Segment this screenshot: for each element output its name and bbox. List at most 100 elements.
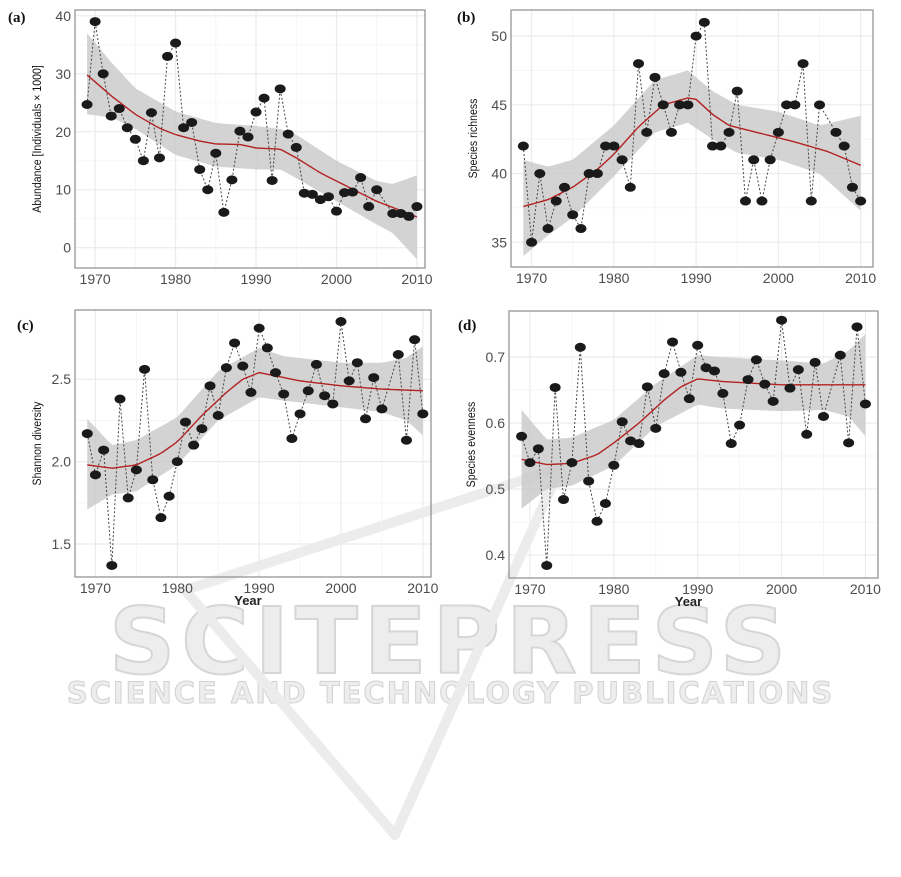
data-point [834,350,846,360]
x-tick-label: 1970 [514,581,545,597]
data-point [306,189,318,199]
smooth-trend-line [523,97,861,208]
data-point [162,51,174,61]
data-point [759,379,771,389]
data-point [838,141,850,151]
data-point [302,386,314,396]
x-tick-label: 1980 [160,271,191,287]
data-point [294,409,306,419]
data-point [327,399,339,409]
data-point [641,127,653,137]
data-point [145,108,157,118]
data-point [698,17,710,27]
x-tick-label: 1990 [240,271,271,287]
data-point [608,141,620,151]
data-point [234,126,246,136]
data-point [258,93,270,103]
data-point [739,196,751,206]
data-point [363,202,375,212]
data-point [210,148,222,158]
data-point [624,182,636,192]
y-tick-label: 0.5 [486,481,506,497]
x-tick-label: 2000 [763,270,794,286]
data-point [188,440,200,450]
data-point [322,192,334,202]
y-tick-label: 2.5 [52,371,72,387]
data-point [376,404,388,414]
y-tick-label: 40 [55,8,71,24]
data-point [633,439,645,449]
data-point [792,365,804,375]
plot-frame [74,309,432,578]
y-axis-label: Species richness [467,98,480,178]
data-point [549,382,561,392]
data-point [649,72,661,82]
y-axis-label: Abundance [Individuals × 1000] [31,65,44,213]
data-point [122,493,134,503]
data-point [524,458,536,468]
x-tick-label: 2000 [766,581,797,597]
panel-label: (d) [458,318,476,334]
data-point [801,429,813,439]
data-point [682,100,694,110]
data-point [657,100,669,110]
data-point [335,317,347,327]
data-point [237,361,249,371]
x-tick-label: 1980 [598,581,629,597]
y-tick-label: 10 [55,182,71,198]
data-point [81,429,93,439]
data-point [242,132,254,142]
y-tick-label: 20 [55,124,71,140]
data-point [805,196,817,206]
x-tick-label: 1980 [598,270,629,286]
data-point [139,364,151,374]
data-point [550,196,562,206]
panel-label: (c) [17,318,34,334]
data-point [266,175,278,185]
data-point [516,431,528,441]
data-point [817,411,829,421]
smooth-trend-line [86,74,418,218]
data-point [81,100,93,110]
data-point [767,396,779,406]
x-tick-label: 1970 [80,271,111,287]
data-point [633,59,645,69]
chart-panel-d: 1970 1980 1990 2000 2010 0.4 0.5 0.6 0.7 (d) Speci… [458,310,881,609]
data-point [371,185,383,195]
data-point [599,499,611,509]
confidence-band [87,33,417,260]
data-point [400,435,412,445]
confidence-band [87,346,423,510]
data-point [690,31,702,41]
data-point [392,350,404,359]
smooth-trend-line [521,378,866,466]
data-point [339,188,351,198]
data-point [591,516,603,526]
confidence-band [521,334,866,509]
data-point [814,100,826,110]
data-point [784,383,796,393]
x-tick-label: 2010 [845,270,876,286]
data-point [97,69,109,79]
data-point [220,363,232,373]
data-point [534,169,546,179]
data-point [558,182,570,192]
data-point [319,391,331,401]
x-tick-label: 2000 [325,580,356,596]
data-point [658,369,670,379]
plot-frame [508,310,879,579]
data-point [583,169,595,179]
data-point [98,445,110,455]
data-point [541,560,553,570]
data-point [278,389,290,399]
data-point [750,355,762,365]
data-point [403,211,415,221]
data-point [830,127,842,137]
y-axis-label: Species evenness [465,401,478,487]
data-point [105,111,117,121]
data-point [194,164,206,174]
data-point [245,387,257,397]
data-point [114,394,126,404]
data-point [542,224,554,234]
data-point [608,460,620,470]
